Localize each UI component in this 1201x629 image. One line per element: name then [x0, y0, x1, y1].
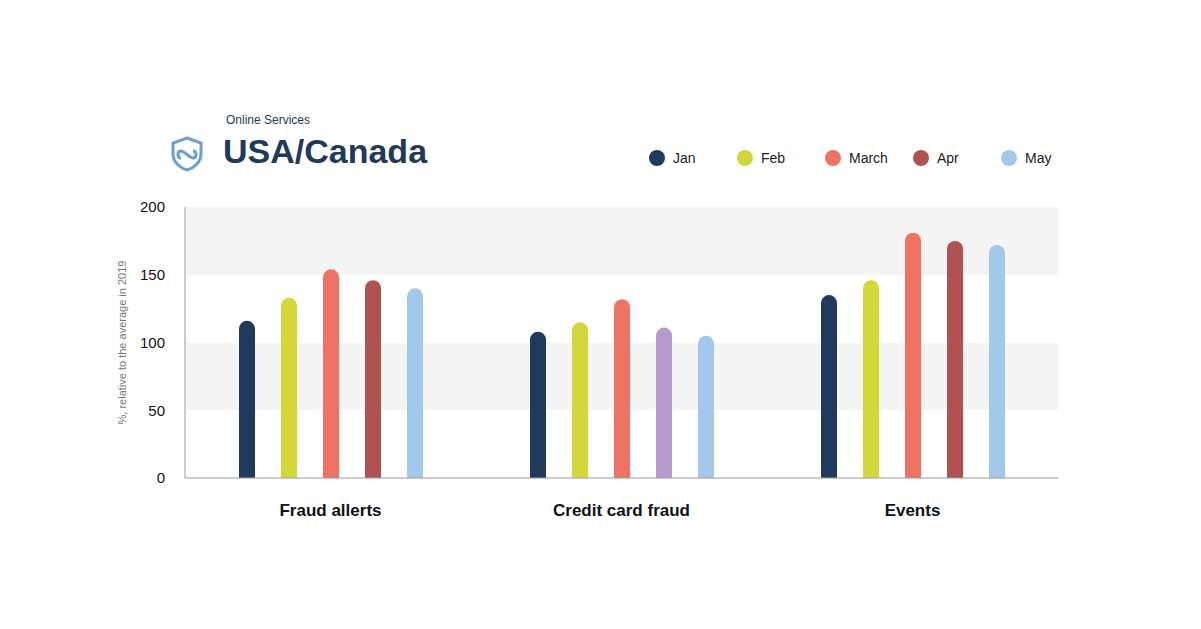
svg-text:Credit card fraud: Credit card fraud	[553, 501, 690, 520]
html-text:Jan: Jan	[673, 150, 696, 166]
html-text:May: May	[1025, 150, 1052, 166]
svg-text:Fraud allerts: Fraud allerts	[279, 501, 381, 520]
html-text:Online Services: Online Services	[226, 113, 310, 127]
html-text:Apr: Apr	[937, 150, 959, 166]
html-text:March: March	[849, 150, 888, 166]
svg-text:Events: Events	[885, 501, 941, 520]
svg-text:%, relative to the average in: %, relative to the average in 2019	[116, 261, 128, 425]
svg-text:200: 200	[140, 198, 165, 215]
html-text:Feb: Feb	[761, 150, 786, 166]
html-text:USA/Canada: USA/Canada	[223, 132, 428, 170]
svg-text:100: 100	[140, 334, 165, 351]
svg-text:150: 150	[140, 266, 165, 283]
svg-text:50: 50	[148, 402, 165, 419]
svg-text:0: 0	[157, 469, 165, 486]
